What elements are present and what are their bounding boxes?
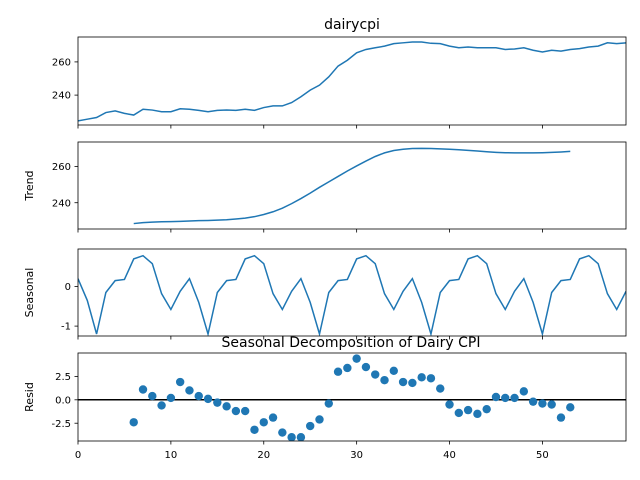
x-tick-label: 20 xyxy=(257,450,270,461)
y-tick-label: 240 xyxy=(52,91,71,102)
panel-0: 240 260 dairycpi xyxy=(52,17,627,129)
resid-point xyxy=(408,378,417,388)
y-tick-label: -2.5 xyxy=(51,419,71,430)
resid-point xyxy=(166,393,176,403)
resid-point xyxy=(519,387,529,396)
resid-point xyxy=(426,374,436,383)
resid-point xyxy=(538,399,547,408)
y-tick-label: 2.5 xyxy=(55,372,71,383)
resid-point xyxy=(213,398,222,407)
y-axis-label: Seasonal xyxy=(23,268,36,318)
resid-point xyxy=(463,405,473,415)
panel-2: -1 0 Seasonal xyxy=(23,248,627,340)
x-tick-label: 40 xyxy=(443,450,456,461)
y-axis-label: Trend xyxy=(23,170,36,201)
y-tick-label: 0 xyxy=(65,282,71,293)
resid-point xyxy=(296,433,306,441)
resid-point xyxy=(333,367,343,376)
resid-point xyxy=(138,385,148,394)
y-axis-label: Resid xyxy=(23,382,36,412)
y-tick-label: -1 xyxy=(61,322,71,333)
resid-point xyxy=(547,400,556,409)
resid-point xyxy=(240,406,250,416)
panel-title: dairycpi xyxy=(324,17,380,33)
panel-3: -2.5 0.0 2.5 0 10 20 30 40 50 Resid xyxy=(23,352,627,461)
resid-point xyxy=(343,363,352,373)
axes-frame xyxy=(77,36,627,126)
axes-frame xyxy=(77,352,627,442)
resid-point xyxy=(157,401,166,410)
axes-frame xyxy=(77,141,627,230)
resid-point xyxy=(268,413,278,422)
series-line-0 xyxy=(78,41,626,122)
y-tick-label: 260 xyxy=(52,162,71,173)
resid-point xyxy=(222,402,231,411)
resid-point xyxy=(482,404,491,414)
series-line-1 xyxy=(133,147,571,225)
axes-frame xyxy=(77,248,627,337)
resid-point xyxy=(352,354,361,363)
resid-point xyxy=(510,393,519,403)
figure-title: Seasonal Decomposition of Dairy CPI xyxy=(222,335,481,351)
series-line-2 xyxy=(78,254,626,336)
resid-point xyxy=(491,392,501,402)
y-tick-label: 260 xyxy=(52,58,71,69)
resid-point xyxy=(417,373,426,382)
resid-point xyxy=(324,399,333,408)
resid-point xyxy=(185,386,194,395)
resid-point xyxy=(380,375,389,385)
resid-point xyxy=(528,397,538,406)
x-tick-label: 10 xyxy=(165,450,178,461)
resid-point xyxy=(250,425,259,434)
resid-point xyxy=(361,362,371,372)
resid-point xyxy=(371,370,380,379)
resid-point xyxy=(287,433,296,441)
resid-point xyxy=(473,409,482,419)
y-tick-label: 240 xyxy=(52,198,71,209)
resid-point xyxy=(454,408,464,418)
resid-point xyxy=(566,403,575,412)
resid-point xyxy=(436,384,445,393)
resid-point xyxy=(445,400,454,409)
resid-point xyxy=(389,366,398,375)
resid-point xyxy=(148,391,157,401)
x-tick-label: 30 xyxy=(350,450,363,461)
resid-point xyxy=(175,377,185,387)
resid-point xyxy=(231,406,241,416)
resid-point xyxy=(306,421,315,431)
panel-1: 240 260 Trend xyxy=(23,141,627,233)
resid-point xyxy=(194,391,203,401)
x-tick-label: 0 xyxy=(75,450,81,461)
resid-point xyxy=(501,393,510,403)
resid-point xyxy=(278,428,287,437)
resid-point xyxy=(398,377,408,387)
resid-point xyxy=(315,415,324,424)
resid-point xyxy=(129,418,138,427)
resid-point xyxy=(203,394,213,404)
y-tick-label: 0.0 xyxy=(55,395,71,406)
resid-point xyxy=(259,418,268,427)
x-tick-label: 50 xyxy=(536,450,549,461)
resid-point xyxy=(556,413,566,422)
